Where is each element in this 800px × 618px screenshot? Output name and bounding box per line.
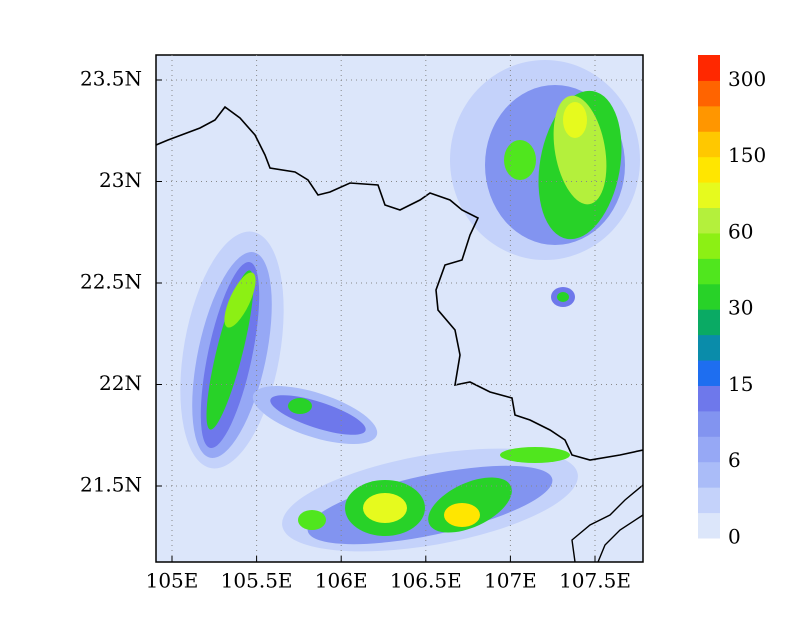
colorbar-segment xyxy=(698,55,720,81)
colorbar-label: 15 xyxy=(728,372,753,396)
x-tick-label: 106E xyxy=(315,569,368,593)
colorbar-segment xyxy=(698,232,720,259)
colorbar-segment xyxy=(698,258,720,285)
colorbar-segment xyxy=(698,334,720,361)
colorbar-label: 6 xyxy=(728,448,741,472)
colorbar-segment xyxy=(698,360,720,386)
contour xyxy=(224,272,256,328)
y-tick-label: 22N xyxy=(99,371,142,395)
contour xyxy=(557,292,569,302)
y-tick-label: 22.5N xyxy=(80,270,142,294)
colorbar-segment xyxy=(698,182,720,209)
contour xyxy=(363,493,407,523)
y-tick-label: 23N xyxy=(99,168,142,192)
contour xyxy=(563,102,587,138)
colorbar-segment xyxy=(698,385,720,412)
contour xyxy=(500,447,570,463)
colorbar-label: 300 xyxy=(728,67,766,91)
colorbar-segment xyxy=(698,105,720,132)
colorbar-label: 30 xyxy=(728,296,753,320)
y-tick-label: 23.5N xyxy=(80,67,142,91)
precip-field xyxy=(156,55,643,562)
contour xyxy=(288,398,312,414)
colorbar-segment xyxy=(698,436,720,463)
x-tick-label: 106.5E xyxy=(390,569,462,593)
x-tick-label: 105E xyxy=(146,569,199,593)
contour xyxy=(298,510,326,530)
colorbar-segment xyxy=(698,487,720,514)
frame xyxy=(155,54,644,563)
coastline xyxy=(571,484,643,562)
colorbar-segment xyxy=(698,512,720,539)
colorbar-segment xyxy=(698,283,720,310)
colorbar-segment xyxy=(698,309,720,336)
x-tick-label: 107E xyxy=(484,569,537,593)
x-tick-label: 107.5E xyxy=(559,569,631,593)
coastline xyxy=(597,514,643,562)
colorbar-segment xyxy=(698,410,720,437)
colorbar-segment xyxy=(698,131,720,158)
colorbar-segment xyxy=(698,461,720,488)
colorbar-label: 150 xyxy=(728,143,766,167)
x-tick-label: 105.5E xyxy=(221,569,293,593)
colorbar-segment xyxy=(698,207,720,234)
colorbar-segment xyxy=(698,80,720,107)
contour xyxy=(504,140,536,180)
colorbar-label: 0 xyxy=(728,525,741,549)
colorbar-label: 60 xyxy=(728,219,753,243)
y-tick-label: 21.5N xyxy=(80,473,142,497)
contour xyxy=(444,503,480,527)
colorbar-segment xyxy=(698,156,720,183)
border xyxy=(156,105,643,461)
